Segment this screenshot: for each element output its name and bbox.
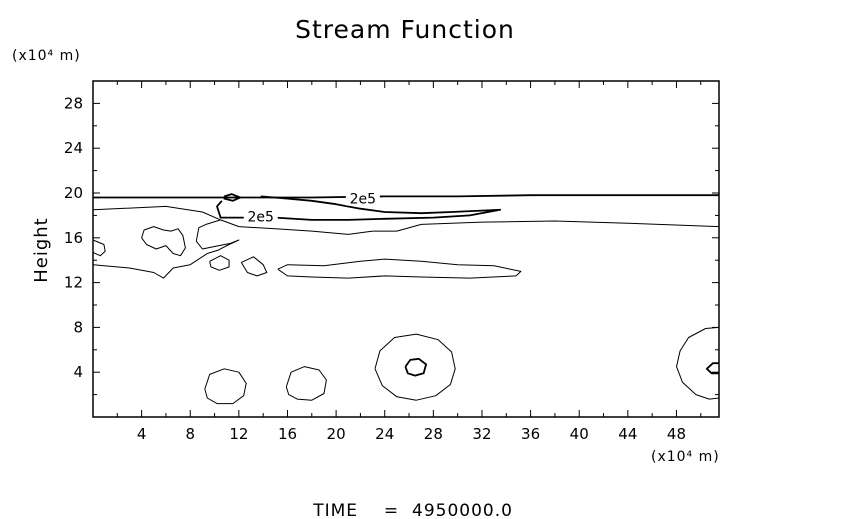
contour-line (676, 326, 720, 400)
time-value: 4950000.0 (412, 501, 513, 519)
x-tick-label: 28 (424, 425, 443, 443)
time-label: TIME (312, 501, 358, 519)
x-tick-label: 44 (618, 425, 637, 443)
contour-label: 2e5 (350, 192, 376, 208)
x-tick-label: 4 (137, 425, 147, 443)
contour-line (285, 366, 327, 401)
x-tick-label: 16 (278, 425, 297, 443)
x-tick-label: 8 (185, 425, 195, 443)
contour-line (705, 362, 719, 375)
x-tick-label: 48 (667, 425, 686, 443)
chart-title: Stream Function (295, 15, 515, 44)
x-tick-label: 40 (570, 425, 589, 443)
time-equals: = (384, 501, 398, 519)
y-axis-label: Height (31, 217, 52, 283)
y-tick-label: 16 (64, 229, 83, 247)
x-tick-label: 12 (229, 425, 248, 443)
contour-line (277, 258, 522, 279)
contour-line (141, 226, 186, 257)
contour-line (204, 368, 247, 405)
x-tick-label: 36 (521, 425, 540, 443)
y-unit-label: (x10⁴ m) (12, 48, 81, 64)
y-tick-label: 8 (73, 318, 83, 336)
contour-line (223, 193, 242, 202)
y-tick-label: 4 (73, 363, 83, 381)
contour-line (209, 255, 230, 271)
x-tick-label: 32 (472, 425, 491, 443)
x-tick-label: 20 (327, 425, 346, 443)
y-tick-label: 12 (64, 274, 83, 292)
contour-label: 2e5 (248, 210, 274, 226)
x-unit-label: (x10⁴ m) (651, 449, 720, 465)
x-tick-label: 24 (375, 425, 394, 443)
contour-line (404, 357, 428, 377)
y-tick-label: 20 (64, 184, 83, 202)
contour-label-bg (243, 207, 278, 224)
contour-line (93, 194, 719, 199)
y-tick-label: 24 (64, 139, 83, 157)
contour-line (240, 256, 268, 277)
contour-label-bg (345, 189, 380, 206)
contour-layer: 2e5 2e5 (92, 189, 720, 405)
y-tick-label: 28 (64, 94, 83, 112)
time-footer: TIME = 4950000.0 (312, 501, 513, 519)
contour-line (92, 205, 720, 235)
contour-line (92, 239, 106, 257)
contour-line (92, 219, 240, 279)
contour-line (374, 333, 456, 401)
plot-frame (92, 80, 720, 418)
